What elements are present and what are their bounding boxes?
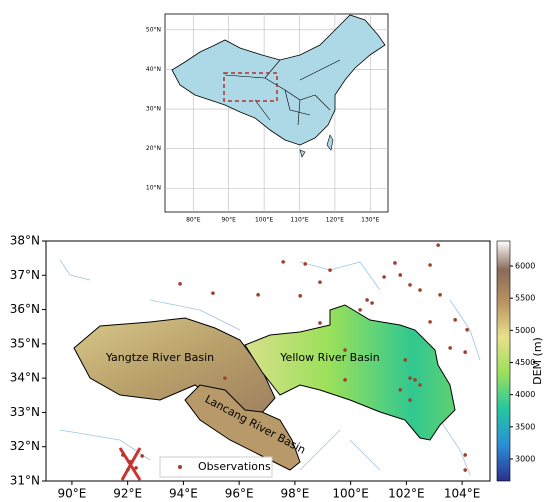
observation xyxy=(140,454,144,458)
observation xyxy=(298,294,302,298)
x-tick-label: 110°E xyxy=(290,217,308,224)
y-tick-label: 10°N xyxy=(146,185,161,192)
observation xyxy=(413,378,417,382)
basin-label: Yellow River Basin xyxy=(279,351,379,364)
x-tick-label: 94°E xyxy=(169,487,198,501)
x-tick-label: 98°E xyxy=(280,487,309,501)
colorbar xyxy=(496,240,511,482)
observation xyxy=(428,320,432,324)
x-tick-label: 130°E xyxy=(361,217,379,224)
observation xyxy=(463,453,467,457)
observation xyxy=(398,388,403,392)
observation xyxy=(365,298,369,302)
observation xyxy=(453,318,457,322)
observation xyxy=(256,293,260,297)
observation xyxy=(408,283,412,287)
main-frame xyxy=(45,240,491,482)
observation xyxy=(303,262,308,266)
observation xyxy=(403,358,408,362)
observation xyxy=(281,260,285,264)
legend-marker xyxy=(178,465,182,469)
y-tick-label: 30°N xyxy=(146,106,161,113)
y-tick-label: 37°N xyxy=(10,268,40,282)
observation xyxy=(126,467,130,472)
observation xyxy=(343,378,347,382)
y-tick-label: 31°N xyxy=(10,474,40,488)
study-area-box xyxy=(223,72,278,102)
colorbar-tick-label: 5000 xyxy=(515,326,535,335)
observation xyxy=(436,243,440,247)
observation xyxy=(223,376,227,380)
china-outline xyxy=(171,14,386,146)
x-tick-label: 102°E xyxy=(388,487,425,501)
y-tick-label: 20°N xyxy=(146,145,161,152)
observation xyxy=(428,263,432,267)
colorbar-tick-label: 3000 xyxy=(515,455,535,464)
colorbar-tick-label: 4000 xyxy=(515,390,535,399)
observation xyxy=(318,321,322,325)
colorbar-tick-label: 6000 xyxy=(515,262,535,271)
x-tick-label: 96°E xyxy=(225,487,254,501)
rivers xyxy=(59,259,481,476)
observation xyxy=(393,261,397,265)
y-tick-label: 32°N xyxy=(10,439,40,453)
y-tick-label: 38°N xyxy=(10,234,40,248)
inset-map: 80°E 90°E 100°E 110°E 120°E 130°E 50°N 40°N 30°N… xyxy=(146,13,389,224)
yellow-basin xyxy=(244,304,456,441)
observation xyxy=(463,350,467,354)
observation xyxy=(408,398,412,402)
observation xyxy=(343,348,347,352)
main-map: Yangtze River Basin Yellow River Basin L… xyxy=(10,234,491,501)
observation xyxy=(121,453,125,457)
colorbar-tick-label: 4500 xyxy=(515,358,535,367)
x-tick-label: 100°E xyxy=(332,487,369,501)
y-tick-label: 33°N xyxy=(10,405,40,419)
colorbar-label: DEM (m) xyxy=(531,337,544,385)
x-tick-label: 80°E xyxy=(186,217,201,224)
observation xyxy=(418,383,422,387)
observation xyxy=(178,282,182,286)
observation xyxy=(418,288,422,292)
observation xyxy=(128,460,132,464)
x-tick-label: 92°E xyxy=(113,487,142,501)
y-tick-label: 35°N xyxy=(10,336,40,350)
observation xyxy=(463,468,467,472)
legend-box xyxy=(159,456,273,478)
observation xyxy=(408,376,412,380)
observation xyxy=(358,308,362,312)
x-tick-label: 104°E xyxy=(444,487,481,501)
observation xyxy=(438,293,442,297)
y-tick-label: 50°N xyxy=(146,26,161,33)
observation xyxy=(448,346,452,350)
x-tick-label: 90°E xyxy=(221,217,236,224)
observation xyxy=(134,466,138,470)
x-tick-label: 100°E xyxy=(255,217,273,224)
observation xyxy=(318,280,322,284)
observation xyxy=(211,291,215,295)
islands xyxy=(299,134,334,158)
observation xyxy=(382,275,386,279)
y-tick-label: 36°N xyxy=(10,302,40,316)
colorbar-tick-label: 5500 xyxy=(515,294,535,303)
province-borders xyxy=(224,59,341,126)
y-tick-label: 40°N xyxy=(146,66,161,73)
lancang-basin xyxy=(184,384,301,471)
observation xyxy=(328,268,332,272)
x-tick-label: 120°E xyxy=(326,217,344,224)
y-tick-label: 34°N xyxy=(10,371,40,385)
legend-label: Observations xyxy=(198,460,271,473)
observation xyxy=(398,273,403,277)
observation xyxy=(465,328,469,332)
x-tick-label: 90°E xyxy=(57,487,86,501)
observation xyxy=(370,301,374,305)
colorbar-tick-label: 3500 xyxy=(515,422,535,431)
basin-label: Yangtze River Basin xyxy=(105,351,214,364)
